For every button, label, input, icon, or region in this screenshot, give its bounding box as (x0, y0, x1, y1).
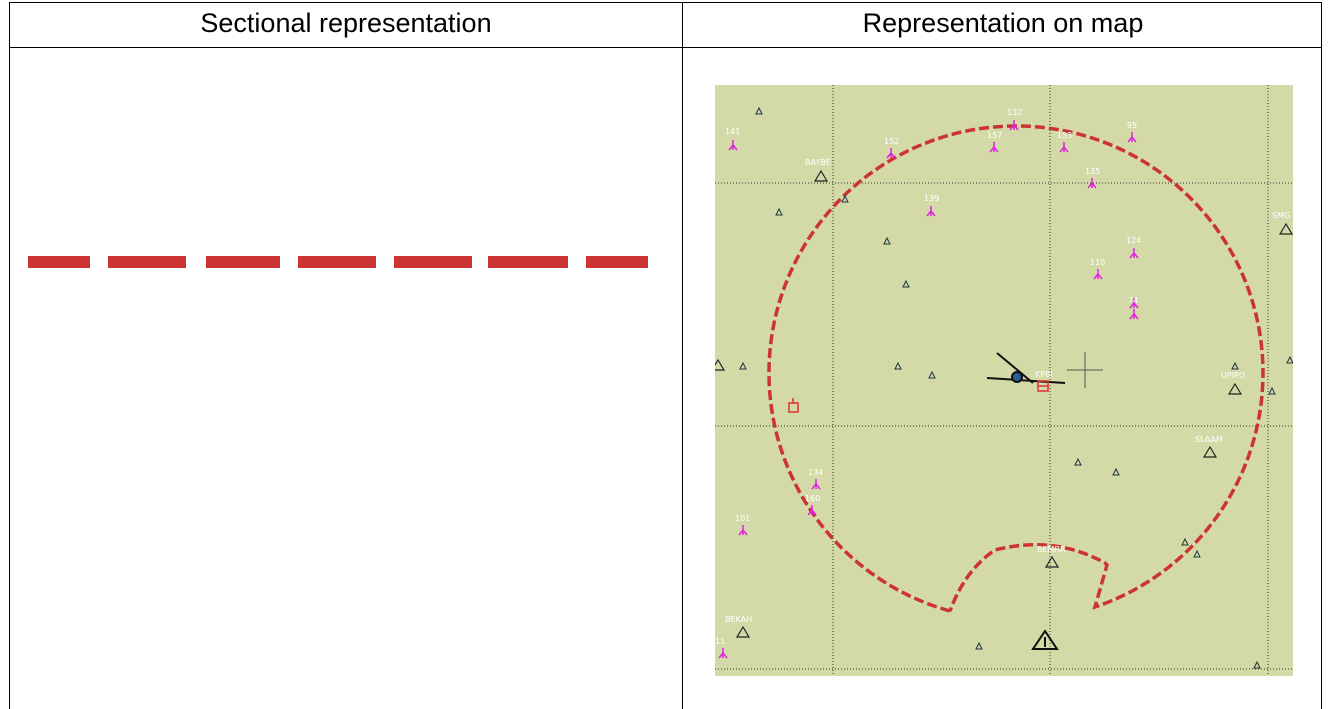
waypoint-label: BEMRR (1037, 545, 1066, 554)
column-header-sectional: Sectional representation (200, 8, 492, 38)
waypoint-label: SMG (1272, 211, 1290, 220)
map-background (715, 85, 1293, 676)
sectional-dashed-line (28, 256, 648, 268)
obstacle-labels: 141 132 152 157 153 95 135 139 124 110 7… (715, 108, 1141, 646)
helicopter-icon (986, 352, 1066, 384)
map-panel: KPBI BAYBE SMG UPIPO SLAAM BEMRR BEKAH (715, 85, 1293, 676)
obstacle-label: 160 (805, 494, 820, 503)
airport-icon (788, 398, 799, 413)
obstacle-label: 152 (884, 137, 899, 146)
obstacle-label: 110 (1090, 258, 1105, 267)
obstacle-label: 95 (1127, 121, 1137, 130)
dash-segment (108, 256, 186, 268)
map-label: KPBI (1035, 370, 1053, 379)
waypoint-label: UPIPO (1221, 371, 1245, 380)
obstacle-label: 135 (1085, 167, 1100, 176)
waypoint-label: BEKAH (725, 615, 752, 624)
crosshair-icon (1067, 352, 1103, 388)
waypoint-label: SLAAM (1195, 435, 1223, 444)
table-header-divider (9, 47, 1322, 48)
table-border-right (1321, 2, 1322, 709)
table-border-left (9, 2, 10, 709)
obstacle-label: 157 (987, 131, 1002, 140)
table-border-top (9, 2, 1322, 3)
column-header-map: Representation on map (862, 8, 1144, 38)
obstacle-label: 141 (725, 127, 740, 136)
dash-segment (394, 256, 472, 268)
waypoint-markers (715, 169, 1293, 638)
obstacle-label: 124 (1126, 236, 1141, 245)
airport-icon (1037, 380, 1049, 392)
obstacle-markers (718, 120, 1139, 659)
heliport-icon (1031, 629, 1059, 650)
dash-segment (28, 256, 90, 268)
dash-segment (488, 256, 568, 268)
obstacle-label: 139 (924, 194, 939, 203)
obstacle-label: 11 (715, 637, 725, 646)
obstacle-label: 74 (1128, 296, 1138, 305)
obstacle-label: 134 (808, 468, 823, 477)
obstacle-label: 132 (1007, 108, 1022, 117)
dash-segment (586, 256, 648, 268)
waypoint-label: BAYBE (805, 158, 831, 167)
table-column-divider (682, 2, 683, 709)
obstacle-label: 101 (735, 514, 750, 523)
dash-segment (298, 256, 376, 268)
map-grid (715, 85, 1293, 676)
airspace-boundary (767, 124, 1265, 613)
map-canvas: KPBI BAYBE SMG UPIPO SLAAM BEMRR BEKAH (715, 85, 1293, 676)
obstacle-label: 153 (1057, 131, 1072, 140)
small-waypoint-markers (739, 106, 1293, 669)
dash-segment (206, 256, 280, 268)
